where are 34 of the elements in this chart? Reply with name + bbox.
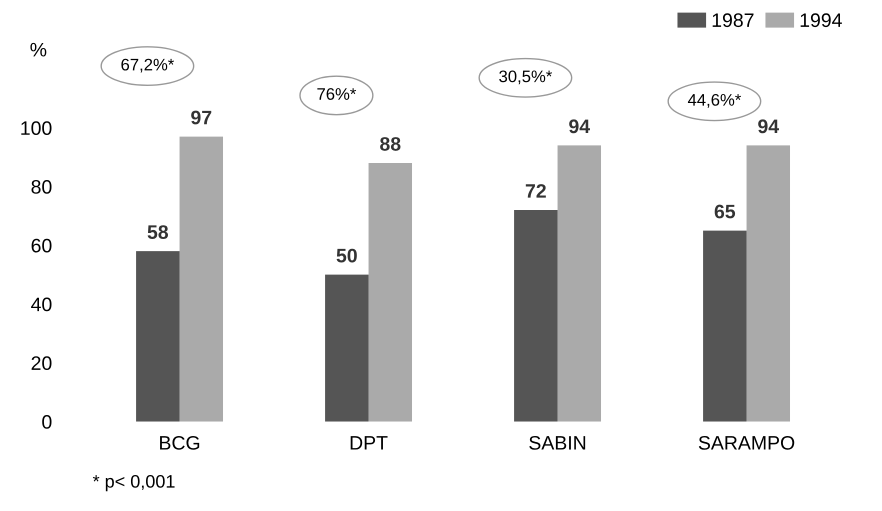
y-tick-label: 80 <box>31 180 52 194</box>
data-label: 97 <box>191 110 212 124</box>
x-tick-label: BCG <box>160 436 200 450</box>
bar <box>368 163 412 422</box>
bar <box>558 145 602 422</box>
bar <box>180 136 224 422</box>
text: 44,6%* <box>688 94 742 108</box>
x-tick-label: SABIN <box>529 436 586 450</box>
legend-label: 1994 <box>800 13 842 28</box>
data-label: 65 <box>714 204 736 218</box>
text: 76%* <box>317 88 356 100</box>
x-tick-label: DPT <box>350 436 388 450</box>
legend-label: 1987 <box>712 13 754 28</box>
bar <box>746 145 790 422</box>
y-tick-label: 100 <box>21 121 52 135</box>
data-label: 94 <box>758 119 779 134</box>
bar <box>136 251 180 422</box>
data-label: 58 <box>148 225 168 239</box>
x-tick-label: SARAMPO <box>698 436 794 450</box>
text: 67,2%* <box>121 58 174 72</box>
bar <box>514 210 558 422</box>
y-tick-label: 60 <box>32 238 52 253</box>
bar <box>703 230 747 422</box>
y-axis-title: % <box>30 42 46 56</box>
y-tick-label: 20 <box>32 356 52 370</box>
data-label: 94 <box>569 119 590 134</box>
text: * p< 0,001 <box>92 474 175 492</box>
data-label: 50 <box>336 248 357 262</box>
y-tick-label: 0 <box>42 415 52 429</box>
bar <box>325 274 369 422</box>
y-tick-label: 40 <box>31 298 52 312</box>
data-label: 88 <box>380 137 401 151</box>
data-label: 72 <box>526 184 546 198</box>
text: 30,5%* <box>499 70 552 84</box>
